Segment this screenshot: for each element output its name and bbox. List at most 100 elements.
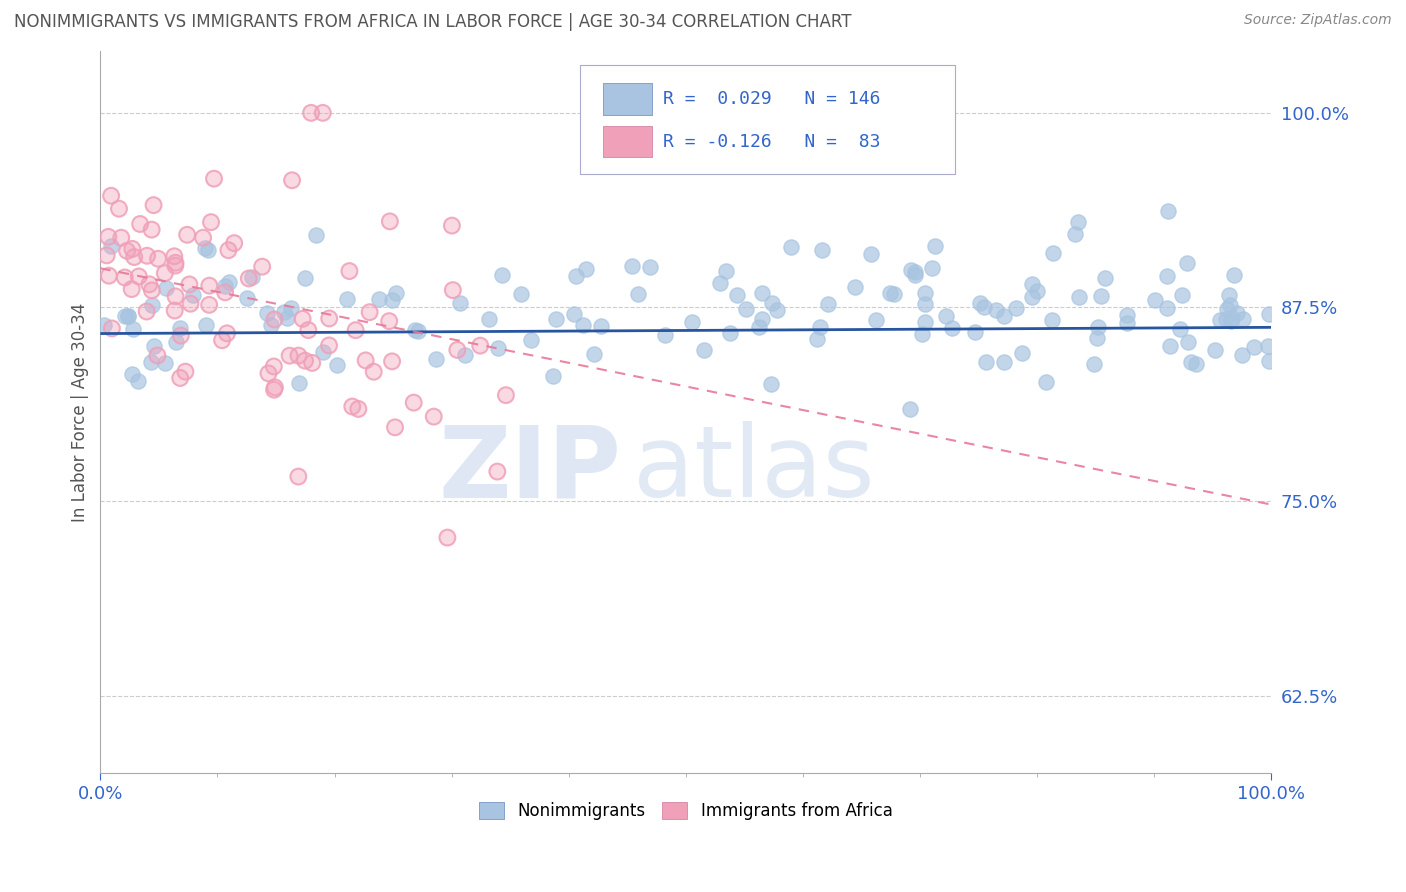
Point [312,344,335,359]
Point [202,171,225,186]
Point [301,356,323,370]
Point [1025,285,1047,299]
Point [146,349,169,363]
Point [138,277,160,292]
Point [263,359,285,374]
Point [142,198,165,212]
Point [347,401,370,416]
Point [1094,271,1116,285]
Point [281,173,304,187]
Point [146,252,169,266]
Point [1177,335,1199,350]
Text: atlas: atlas [633,421,875,518]
Point [128,269,150,284]
Point [359,305,381,319]
Point [191,231,214,245]
Point [318,311,340,326]
Point [121,322,143,336]
Point [1011,345,1033,359]
Point [96,248,118,262]
Point [179,296,201,310]
Point [110,230,132,244]
Point [287,349,309,363]
Point [384,420,406,434]
Point [344,323,367,337]
Point [141,283,163,297]
Point [543,368,565,383]
Point [170,328,193,343]
Point [627,286,650,301]
Point [318,338,340,352]
Point [748,320,770,334]
Point [121,282,143,296]
Point [1144,293,1167,308]
Point [318,311,340,326]
Point [924,239,946,253]
Point [114,270,136,285]
Point [163,303,186,318]
Point [354,353,377,368]
Point [174,365,197,379]
Point [486,465,509,479]
Point [101,321,124,335]
Point [122,250,145,264]
Point [718,326,741,341]
Point [423,409,446,424]
Point [114,270,136,285]
Point [146,349,169,363]
Point [176,227,198,242]
Point [257,367,280,381]
Point [478,311,501,326]
Point [1042,245,1064,260]
Text: ZIP: ZIP [439,421,621,518]
Point [214,285,236,300]
Point [291,311,314,326]
Point [1218,288,1240,302]
Point [883,287,905,301]
Point [1243,340,1265,354]
Point [194,241,217,255]
Point [101,321,124,335]
Text: R =  0.029   N = 146: R = 0.029 N = 146 [664,90,882,108]
Point [108,202,131,216]
Point [287,469,309,483]
Point [1257,353,1279,368]
Point [138,277,160,292]
Point [921,261,943,276]
Point [446,343,468,357]
Point [973,300,995,314]
Point [1087,319,1109,334]
Point [359,305,381,319]
Point [263,383,285,397]
Point [339,264,361,278]
Point [198,278,221,293]
Point [1204,343,1226,358]
Point [305,228,328,243]
Point [299,106,322,120]
Point [1230,348,1253,362]
Point [384,420,406,434]
Point [141,222,163,236]
Point [725,287,748,301]
Point [276,311,298,326]
Point [179,277,201,292]
Point [1067,290,1090,304]
Point [993,310,1015,324]
Point [638,260,661,274]
Point [446,343,468,357]
Point [121,367,143,381]
Point [681,315,703,329]
Point [257,367,280,381]
Point [1232,312,1254,326]
Point [336,292,359,306]
Text: NONIMMIGRANTS VS IMMIGRANTS FROM AFRICA IN LABOR FORCE | AGE 30-34 CORRELATION C: NONIMMIGRANTS VS IMMIGRANTS FROM AFRICA … [14,13,852,31]
Point [900,262,922,277]
Point [165,256,187,270]
Point [844,280,866,294]
Point [486,341,509,355]
Point [941,320,963,334]
Point [693,343,716,358]
Point [163,249,186,263]
Point [441,283,464,297]
Point [454,348,477,362]
